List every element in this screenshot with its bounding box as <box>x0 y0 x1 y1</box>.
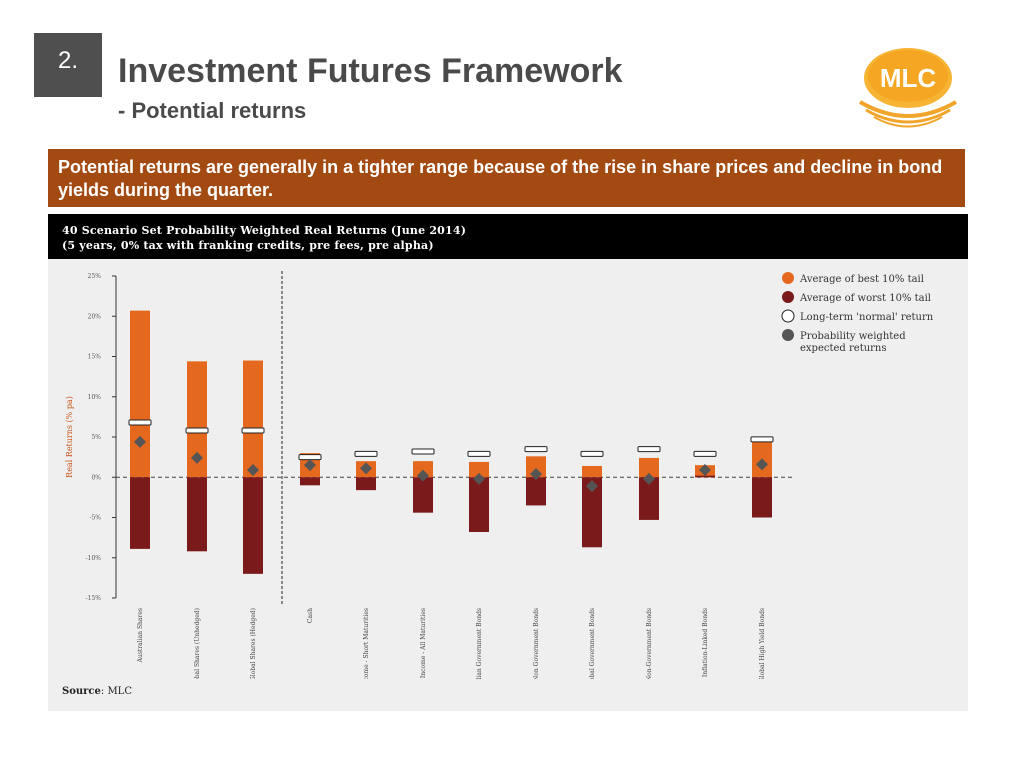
chart-area: 25% 20% 15% 10% 5% 0% -5% -10% -15% Real Returns … <box>65 271 934 679</box>
bar-worst-tail <box>582 477 602 548</box>
expected-return-marker <box>417 469 429 482</box>
expected-return-marker <box>756 458 768 471</box>
legend-best-swatch <box>782 272 794 284</box>
y-tick-label: 25% <box>88 273 102 280</box>
bar-worst-tail <box>187 477 207 552</box>
chart-title: 40 Scenario Set Probability Weighted Rea… <box>62 224 467 237</box>
legend-expected-label-line2: expected returns <box>800 343 887 354</box>
expected-return-marker <box>699 464 711 477</box>
bar-best-tail <box>130 310 150 478</box>
page-subtitle: - Potential returns <box>118 98 307 123</box>
bar-worst-tail <box>469 477 489 532</box>
x-category-label: Global High Yield Bonds <box>759 608 766 679</box>
bar-best-tail <box>469 461 489 478</box>
summary-banner: Potential returns are generally in a tig… <box>48 149 965 207</box>
bar-worst-tail <box>413 477 433 513</box>
x-category-label: Australian Inflation-Linked Bonds <box>702 608 709 679</box>
bar-worst-tail <box>356 477 376 491</box>
legend-normal-swatch <box>781 309 795 323</box>
expected-return-marker <box>191 451 203 464</box>
normal-return-marker <box>750 436 774 443</box>
expected-return-marker <box>247 464 259 477</box>
x-category-label: Global Shares (Unhedged) <box>194 608 201 679</box>
expected-return-marker <box>360 462 372 475</box>
x-category-label: Cash <box>307 608 314 623</box>
y-tick-label: 5% <box>91 434 101 441</box>
normal-return-marker <box>298 454 322 461</box>
bar-best-tail <box>582 465 602 478</box>
bar-best-tail <box>639 457 659 478</box>
normal-return-marker <box>185 427 209 434</box>
y-tick-label: 0% <box>91 474 101 481</box>
banner-text: Potential returns are generally in a tig… <box>58 157 943 200</box>
normal-return-marker <box>128 419 152 426</box>
expected-return-marker <box>134 435 146 448</box>
bar-best-tail <box>243 360 263 478</box>
expected-return-marker <box>530 468 542 481</box>
normal-return-marker <box>411 448 435 455</box>
normal-return-marker <box>524 446 548 453</box>
legend-normal-label: Long-term 'normal' return <box>800 312 934 323</box>
x-category-label: Fixed Income - All Maturities <box>420 608 427 679</box>
legend-best-label: Average of best 10% tail <box>799 274 924 285</box>
normal-return-marker <box>354 450 378 457</box>
source-label: Source <box>62 686 101 697</box>
bar-worst-tail <box>752 477 772 518</box>
normal-return-marker <box>467 450 491 457</box>
x-category-label: Global Shares (Hedged) <box>250 608 257 679</box>
bar-worst-tail <box>526 477 546 506</box>
source-value: : MLC <box>100 686 132 697</box>
chart-subtitle: (5 years, 0% tax with franking credits, … <box>62 239 434 252</box>
x-category-label: Global Government Bonds <box>589 608 596 679</box>
expected-return-marker <box>304 459 316 472</box>
source-note: Source: MLC <box>62 686 132 697</box>
normal-return-marker <box>580 450 604 457</box>
expected-return-marker <box>473 472 485 485</box>
mlc-logo: MLC <box>858 48 958 128</box>
x-category-label: Global Non-Government Bonds <box>646 608 653 679</box>
y-tick-label: 20% <box>88 313 102 320</box>
y-tick-label: 10% <box>88 394 102 401</box>
y-tick-label: -5% <box>89 515 101 522</box>
bar-best-tail <box>526 456 546 478</box>
bar-worst-tail <box>695 475 715 478</box>
chart-figure: 40 Scenario Set Probability Weighted Rea… <box>48 214 968 711</box>
x-category-label: Fixed Income - Short Maturities <box>363 608 370 679</box>
section-number: 2. <box>34 33 102 97</box>
bar-worst-tail <box>130 477 150 549</box>
y-tick-label: 15% <box>88 354 102 361</box>
bar-best-tail <box>187 361 207 478</box>
x-category-label: Australian Government Bonds <box>476 608 483 679</box>
chart-title-block: 40 Scenario Set Probability Weighted Rea… <box>48 214 968 259</box>
y-tick-label: -10% <box>86 555 102 562</box>
y-axis-label: Real Returns (% pa) <box>65 396 74 478</box>
legend-expected-swatch <box>782 329 794 341</box>
expected-return-marker <box>643 472 655 485</box>
x-category-label: Australian Non Government Bonds <box>533 608 540 679</box>
bar-worst-tail <box>243 477 263 574</box>
expected-return-marker <box>586 480 598 493</box>
legend-worst-swatch <box>782 291 794 303</box>
normal-return-marker <box>637 446 661 453</box>
bar-worst-tail <box>300 477 320 486</box>
normal-return-marker <box>693 450 717 457</box>
page-title: Investment Futures Framework <box>118 52 623 90</box>
bar-best-tail <box>413 461 433 478</box>
legend-worst-label: Average of worst 10% tail <box>799 293 931 304</box>
x-category-label: Australian Shares <box>137 608 144 663</box>
bar-worst-tail <box>639 477 659 520</box>
y-tick-label: -15% <box>86 595 102 602</box>
legend-expected-label-line1: Probability weighted <box>800 331 906 342</box>
normal-return-marker <box>241 427 265 434</box>
logo-text: MLC <box>880 63 937 93</box>
